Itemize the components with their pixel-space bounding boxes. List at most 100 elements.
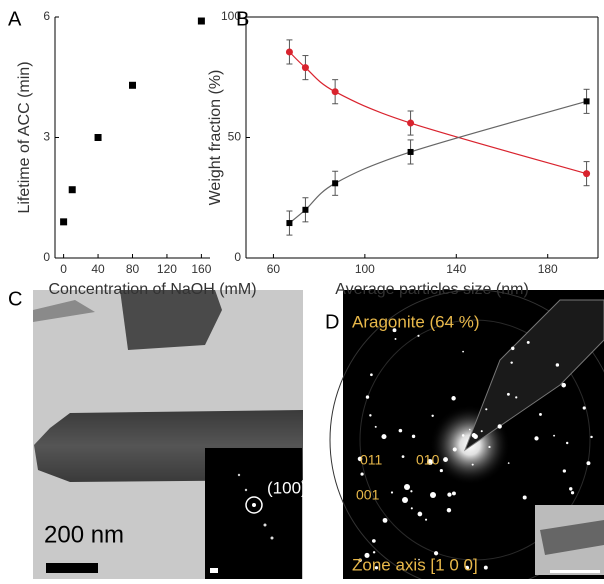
marker (332, 88, 339, 95)
x-tick-label: 40 (91, 262, 105, 276)
y-tick-label: 6 (43, 9, 50, 23)
marker (302, 207, 308, 213)
x-tick-label: 0 (60, 262, 67, 276)
diffraction-spot (507, 393, 510, 396)
point (129, 82, 136, 89)
diffraction-spot (583, 406, 586, 409)
diffraction-spot (375, 426, 377, 428)
data-point (407, 111, 414, 135)
x-tick-label: 160 (191, 262, 211, 276)
diffraction-spot (373, 541, 375, 543)
diffraction-spot (402, 497, 408, 503)
y-tick-label: 50 (228, 130, 242, 144)
data-point (302, 56, 309, 80)
diffraction-spot (481, 430, 483, 432)
diffraction-spot (391, 491, 393, 493)
x-tick-label: 120 (157, 262, 177, 276)
fit-curve (289, 52, 586, 174)
panel-label: C (8, 288, 22, 310)
marker (583, 170, 590, 177)
x-tick-label: 60 (267, 262, 281, 276)
point (60, 218, 67, 225)
diffraction-spot (447, 508, 451, 512)
data-point (584, 89, 590, 113)
point (198, 18, 205, 25)
x-axis-label: Average particles size (nm) (335, 281, 529, 298)
diffraction-spot (498, 424, 502, 428)
data-point (408, 140, 414, 164)
diffraction-spot (484, 566, 488, 570)
diffraction-spot (539, 413, 542, 416)
marker (286, 220, 292, 226)
diffraction-spot (469, 429, 471, 431)
diffraction-spot (447, 492, 451, 496)
x-axis-label: Concentration of NaOH (mM) (48, 281, 256, 298)
diffraction-spot (571, 491, 574, 494)
diffraction-title: Aragonite (64 %) (352, 312, 480, 331)
x-tick-label: 100 (355, 262, 375, 276)
diffraction-spot (452, 491, 456, 495)
marker (302, 64, 309, 71)
scale-bar-label: 200 nm (44, 521, 124, 548)
diffraction-spot (402, 455, 405, 458)
zone-axis-label: Zone axis [1 0 0] (352, 555, 478, 574)
diffraction-spot (556, 363, 559, 366)
diffraction-spot (373, 551, 375, 553)
diffraction-spot (472, 464, 474, 466)
diffraction-spot (510, 361, 512, 363)
diffraction-spot (370, 373, 373, 376)
y-tick-label: 3 (43, 130, 50, 144)
diffraction-spot (404, 484, 410, 490)
marker (286, 48, 293, 55)
index-label: 001 (356, 487, 380, 503)
diffraction-spot (566, 442, 568, 444)
diffraction-spot (369, 414, 371, 416)
diffraction-spot (563, 469, 566, 472)
diffraction-spot (417, 335, 419, 337)
x-tick-label: 80 (126, 262, 140, 276)
data-point (286, 211, 292, 235)
marker (584, 98, 590, 104)
diffraction-spot (569, 487, 572, 490)
diffraction-spot (410, 490, 412, 492)
diffraction-spot (440, 469, 443, 472)
data-point (332, 80, 339, 104)
point (69, 186, 76, 193)
diffraction-spot (418, 512, 423, 517)
diffraction-spot (534, 436, 538, 440)
diffraction-spot (553, 435, 555, 437)
diffraction-spot (485, 408, 487, 410)
inset-label: (100) (267, 478, 307, 497)
y-tick-label: 0 (234, 250, 241, 264)
y-axis-label: Weight fraction (%) (207, 70, 224, 206)
diffraction-spot (383, 518, 388, 523)
diffraction-spot (451, 396, 455, 400)
data-point (583, 162, 590, 186)
diffraction-spot (488, 446, 490, 448)
diffraction-spot (473, 434, 478, 439)
panel-label: A (8, 8, 22, 30)
diffraction-spot (586, 461, 590, 465)
marker (408, 149, 414, 155)
diffraction-spot (395, 338, 397, 340)
diffraction-spot (511, 347, 514, 350)
diffraction-spot (508, 462, 510, 464)
diffraction-spot (430, 492, 436, 498)
diffraction-image (330, 290, 604, 579)
diffraction-spot (590, 436, 592, 438)
index-label: 010 (416, 452, 440, 468)
diffraction-spot (443, 457, 448, 462)
diffraction-spot (453, 447, 457, 451)
diffraction-spot (381, 434, 386, 439)
diffraction-spot (515, 396, 517, 398)
diffraction-spot (425, 519, 427, 521)
data-point (332, 171, 338, 195)
point (95, 134, 102, 141)
figure: C 200 nm (100) D Aragonite (64 %) 011 01… (0, 0, 604, 579)
diffraction-spot (561, 383, 566, 388)
marker (407, 120, 414, 127)
y-axis-label: Lifetime of ACC (min) (16, 61, 33, 213)
diffraction-spot (523, 495, 527, 499)
diffraction-spot (411, 507, 413, 509)
data-point (286, 40, 293, 64)
